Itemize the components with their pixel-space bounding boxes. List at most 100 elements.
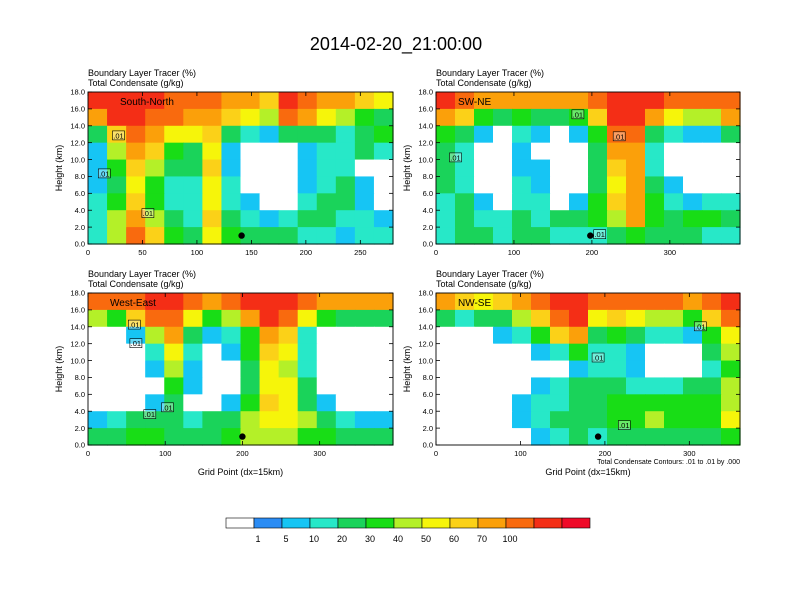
heatmap-cell bbox=[316, 159, 337, 178]
heatmap-cell bbox=[683, 309, 703, 328]
y-tick-label: 8.0 bbox=[75, 172, 85, 181]
contour-label: .01 bbox=[614, 132, 624, 141]
heatmap-cell bbox=[221, 428, 242, 446]
heatmap-cell bbox=[145, 227, 165, 245]
heatmap-cell bbox=[550, 411, 570, 429]
heatmap-cell bbox=[702, 411, 722, 429]
y-tick-label: 16.0 bbox=[70, 105, 85, 114]
heatmap-cell bbox=[702, 176, 722, 194]
heatmap-cell bbox=[354, 92, 375, 110]
heatmap-cell bbox=[126, 360, 146, 379]
heatmap-cell bbox=[493, 360, 513, 379]
heatmap-cell bbox=[278, 326, 299, 345]
heatmap-cell bbox=[202, 142, 223, 161]
heatmap-cell bbox=[88, 411, 108, 429]
y-tick-label: 12.0 bbox=[418, 138, 433, 147]
heatmap-cell bbox=[493, 193, 513, 211]
heatmap-cell bbox=[202, 326, 223, 345]
heatmap-cell bbox=[683, 394, 703, 412]
heatmap-cell bbox=[607, 227, 627, 245]
heatmap-cell bbox=[588, 360, 608, 379]
heatmap-cell bbox=[436, 227, 456, 245]
heatmap-cell bbox=[240, 326, 261, 345]
contour-label: .01 bbox=[131, 339, 141, 348]
station-marker bbox=[238, 232, 245, 239]
subtitle-condensate: Total Condensate (g/kg) bbox=[436, 78, 532, 88]
heatmap-cell bbox=[683, 326, 703, 345]
heatmap-cell bbox=[126, 428, 146, 446]
heatmap-cell bbox=[493, 343, 513, 362]
heatmap-cell bbox=[436, 142, 456, 161]
heatmap-cell bbox=[164, 176, 184, 194]
heatmap-cell bbox=[145, 309, 165, 328]
heatmap-cell bbox=[88, 377, 108, 395]
heatmap-cell bbox=[607, 159, 627, 178]
heatmap-cell bbox=[145, 210, 165, 228]
heatmap-cell bbox=[107, 377, 127, 395]
heatmap-cell bbox=[436, 428, 456, 446]
heatmap-cell bbox=[721, 343, 741, 362]
heatmap-cell bbox=[721, 142, 741, 161]
heatmap-cell bbox=[683, 159, 703, 178]
heatmap-cell bbox=[373, 108, 394, 127]
heatmap-cell bbox=[607, 125, 627, 144]
heatmap-cell bbox=[297, 411, 318, 429]
heatmap-cell bbox=[512, 309, 532, 328]
heatmap-cell bbox=[683, 360, 703, 379]
heatmap-cell bbox=[240, 227, 261, 245]
heatmap-cell bbox=[455, 326, 475, 345]
heatmap-cell bbox=[354, 428, 375, 446]
heatmap-cell bbox=[373, 159, 394, 178]
x-axis-label: Grid Point (dx=15km) bbox=[545, 467, 630, 477]
station-marker bbox=[239, 433, 246, 440]
heatmap-cell bbox=[474, 108, 494, 127]
heatmap-cell bbox=[221, 125, 242, 144]
heatmap-cell bbox=[455, 142, 475, 161]
heatmap-cell bbox=[164, 360, 184, 379]
heatmap-cell bbox=[107, 176, 127, 194]
heatmap-cell bbox=[683, 142, 703, 161]
heatmap-cell bbox=[455, 293, 475, 311]
heatmap-cell bbox=[259, 227, 280, 245]
heatmap-cell bbox=[664, 142, 684, 161]
heatmap-cell bbox=[436, 343, 456, 362]
heatmap-cell bbox=[607, 394, 627, 412]
heatmap-cell bbox=[474, 428, 494, 446]
x-tick-label: 0 bbox=[86, 248, 90, 257]
heatmap-cell bbox=[588, 227, 608, 245]
contour-label-box bbox=[112, 130, 125, 141]
y-tick-label: 4.0 bbox=[423, 206, 433, 215]
heatmap-cell bbox=[569, 377, 589, 395]
y-axis-label: Height (km) bbox=[54, 145, 64, 192]
y-tick-label: 2.0 bbox=[75, 424, 85, 433]
heatmap-cell bbox=[626, 360, 646, 379]
heatmap-cell bbox=[297, 159, 318, 178]
heatmap-cell bbox=[588, 176, 608, 194]
panel-bottom-right: Boundary Layer Tracer (%)Total Condensat… bbox=[402, 269, 741, 477]
heatmap-cell bbox=[107, 309, 127, 328]
heatmap-cell bbox=[335, 227, 356, 245]
heatmap-cell bbox=[512, 394, 532, 412]
heatmap-cell bbox=[373, 411, 394, 429]
heatmap-cell bbox=[588, 210, 608, 228]
plot-frame bbox=[435, 91, 741, 245]
heatmap-cell bbox=[145, 326, 165, 345]
heatmap-cell bbox=[664, 326, 684, 345]
heatmap-cell bbox=[455, 309, 475, 328]
heatmap-cell bbox=[335, 360, 356, 379]
y-tick-label: 8.0 bbox=[423, 373, 433, 382]
heatmap-cell bbox=[702, 92, 722, 110]
subtitle-condensate: Total Condensate (g/kg) bbox=[436, 279, 532, 289]
heatmap-cell bbox=[259, 176, 280, 194]
heatmap-cell bbox=[297, 193, 318, 211]
heatmap-cell bbox=[259, 343, 280, 362]
heatmap-cell bbox=[645, 142, 665, 161]
heatmap-cell bbox=[354, 309, 375, 328]
heatmap-cell bbox=[550, 92, 570, 110]
heatmap-cell bbox=[297, 428, 318, 446]
colorbar: 1 5 10 20 30 40 50 60 70 100 bbox=[225, 517, 591, 544]
heatmap-cell bbox=[126, 293, 146, 311]
heatmap-cell bbox=[664, 293, 684, 311]
heatmap-cell bbox=[531, 125, 551, 144]
x-tick-label: 100 bbox=[514, 449, 527, 458]
